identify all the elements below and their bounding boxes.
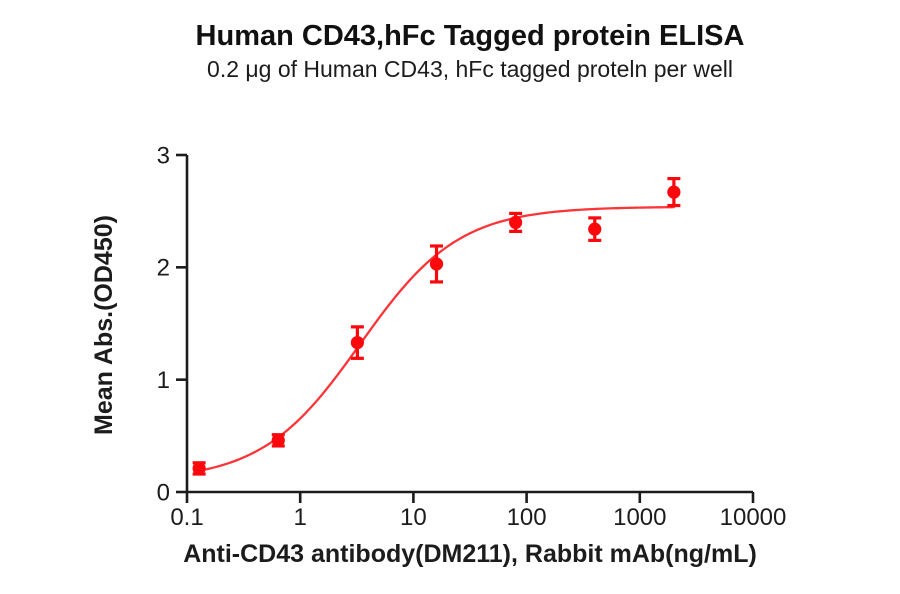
x-tick-label: 1000 <box>613 504 666 531</box>
data-point-group <box>271 433 285 448</box>
x-tick-label: 10000 <box>720 504 787 531</box>
x-tick-label: 100 <box>507 504 547 531</box>
x-tick-label: 0.1 <box>170 504 203 531</box>
data-point <box>192 461 206 476</box>
y-axis-label: Mean Abs.(OD450) <box>90 215 118 435</box>
y-tick-label: 3 <box>157 142 170 169</box>
data-point-group <box>429 244 444 284</box>
tick-layer: 0 1 2 3 0.1 1 10 100 1000 10000 <box>157 142 787 531</box>
y-tick-label: 2 <box>157 255 170 282</box>
data-point <box>429 257 444 271</box>
x-tick-label: 10 <box>400 504 427 531</box>
data-point <box>350 335 364 350</box>
chart-title: Human CD43,hFc Tagged protein ELISA <box>195 20 745 52</box>
data-point-group <box>509 211 523 233</box>
data-point-group <box>350 325 364 360</box>
data-point <box>509 215 523 229</box>
data-point-group <box>667 176 681 208</box>
x-axis-label: Anti-CD43 antibody(DM211), Rabbit mAb(ng… <box>183 540 757 568</box>
data-point <box>588 222 602 236</box>
data-point-group <box>192 461 206 476</box>
data-point-group <box>588 216 602 242</box>
y-tick-label: 1 <box>157 367 170 394</box>
x-tick-label: 1 <box>294 504 307 531</box>
data-point-layer <box>192 176 681 476</box>
y-tick-label: 0 <box>157 479 170 506</box>
data-point <box>667 185 681 199</box>
chart-subtitle: 0.2 μg of Human CD43, hFc tagged proteln… <box>207 56 733 82</box>
data-point <box>271 433 285 447</box>
axes-layer <box>185 155 753 494</box>
